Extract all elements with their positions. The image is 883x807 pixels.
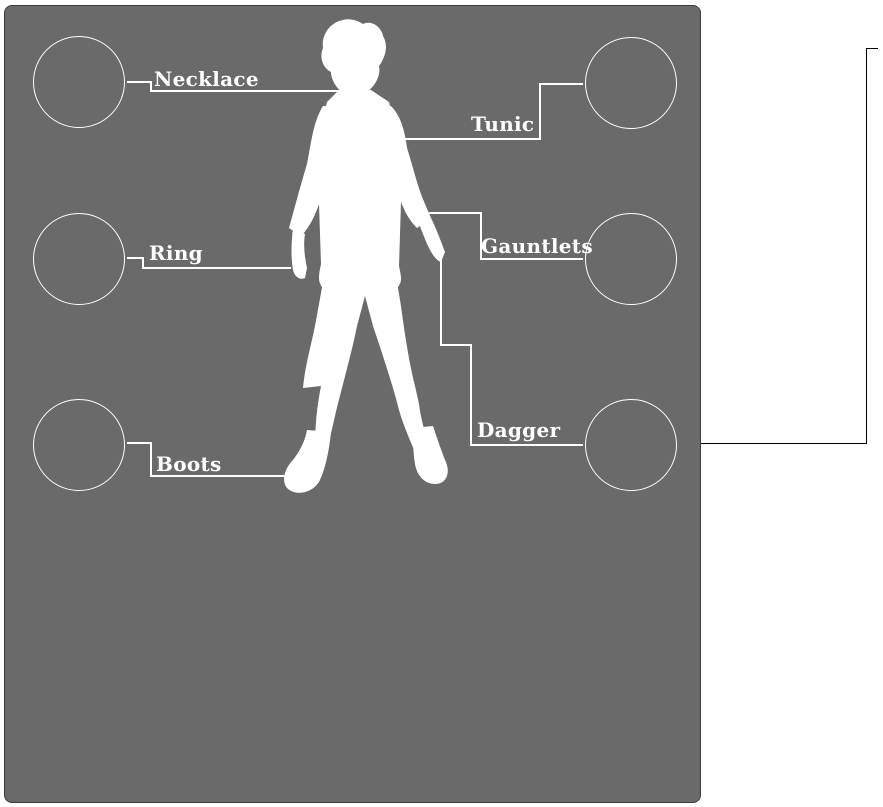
necklace-slot[interactable] xyxy=(33,36,125,128)
dagger-slot[interactable] xyxy=(585,399,677,491)
necklace-connector xyxy=(127,81,343,92)
dagger-label: Dagger xyxy=(477,418,561,442)
equipment-panel: Necklace Tunic Ring Gauntlets Boots Dagg… xyxy=(4,5,701,803)
equipment-diagram xyxy=(127,19,583,493)
character-right-boot xyxy=(413,426,448,484)
character-collar xyxy=(325,90,391,110)
tunic-connector xyxy=(403,83,583,140)
outer-connector-horizontal xyxy=(701,443,867,444)
dagger-connector xyxy=(440,256,583,446)
gauntlets-slot[interactable] xyxy=(585,213,677,305)
outer-connector-vertical xyxy=(866,48,867,444)
tunic-slot[interactable] xyxy=(585,37,677,129)
character-silhouette xyxy=(284,19,448,493)
ring-label: Ring xyxy=(149,241,203,265)
character-legs xyxy=(303,282,429,452)
boots-label: Boots xyxy=(156,452,222,476)
ring-connector xyxy=(127,257,291,269)
character-head xyxy=(321,19,386,96)
outer-connector-top xyxy=(866,48,878,49)
connector-lines xyxy=(127,81,583,477)
character-torso xyxy=(289,106,431,288)
ring-slot[interactable] xyxy=(33,213,125,305)
tunic-label: Tunic xyxy=(471,112,535,136)
character-left-boot xyxy=(284,430,331,493)
necklace-label: Necklace xyxy=(154,67,259,91)
gauntlets-connector xyxy=(429,212,583,260)
character-left-arm xyxy=(291,228,307,279)
gauntlets-label: Gauntlets xyxy=(481,234,593,258)
boots-slot[interactable] xyxy=(33,399,125,491)
character-right-arm xyxy=(419,218,445,262)
boots-connector xyxy=(127,442,285,477)
